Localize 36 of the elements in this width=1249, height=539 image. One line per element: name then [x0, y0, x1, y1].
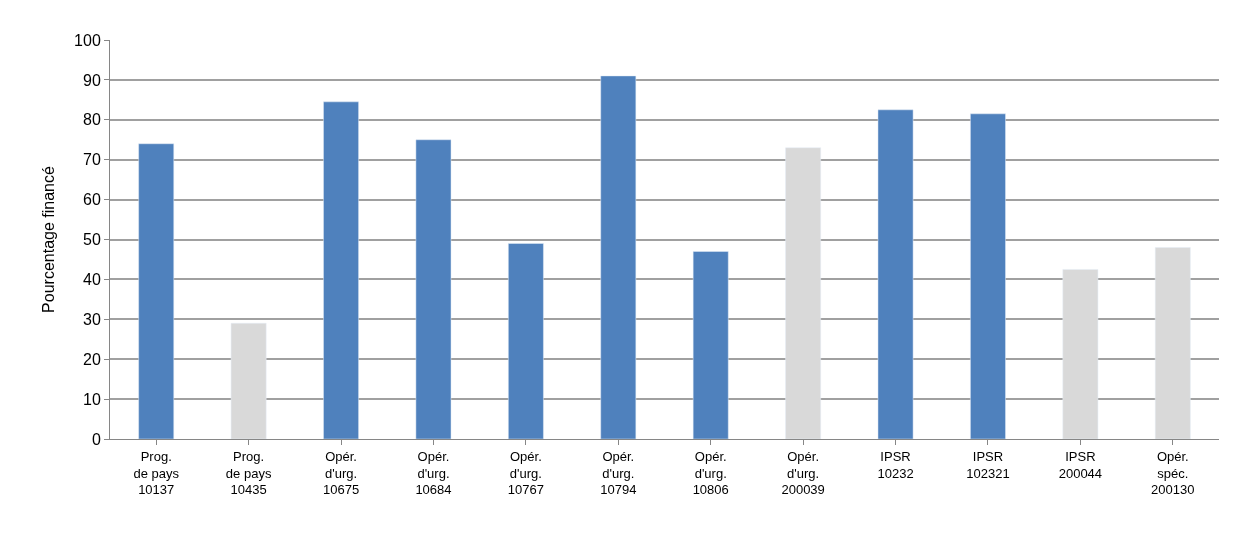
x-tick-label: Opér. spéc. 200130 [1151, 448, 1195, 498]
x-tick-label: Opér. d'urg. 10684 [415, 448, 452, 498]
bar [138, 143, 175, 439]
y-tick-label: 80 [83, 111, 101, 129]
bar [1062, 269, 1099, 439]
bar [785, 147, 821, 439]
bar [415, 139, 452, 439]
y-tick-label: 30 [83, 310, 101, 328]
y-tick-label: 60 [83, 191, 101, 209]
y-tick-label: 10 [83, 390, 101, 408]
x-tick-label: Opér. d'urg. 10806 [692, 448, 729, 498]
x-tick-label: Opér. d'urg. 10675 [322, 448, 360, 498]
x-tick-label: IPSR 200044 [1058, 448, 1103, 481]
x-tick-label: Prog. de pays 10137 [133, 448, 180, 498]
bar [877, 109, 914, 439]
x-tick-label: Opér. d'urg. 10767 [507, 448, 544, 498]
x-tick-label: Opér. d'urg. 200039 [781, 448, 825, 498]
y-tick-label: 70 [83, 151, 101, 169]
bar [970, 113, 1006, 439]
y-tick-label: 20 [83, 350, 101, 368]
y-tick-label: 50 [83, 231, 101, 249]
bar [692, 251, 729, 439]
bar [323, 101, 359, 439]
x-tick-label: IPSR 102321 [966, 448, 1010, 481]
y-tick-label: 40 [83, 271, 101, 288]
bar [600, 75, 637, 439]
bar [230, 323, 267, 439]
x-tick-label: IPSR 10232 [877, 448, 914, 481]
y-tick-label: 100 [74, 31, 101, 49]
y-axis-title: Pourcentage financé [40, 166, 57, 313]
y-tick-label: 0 [91, 430, 101, 448]
bar [508, 243, 544, 439]
bar [1154, 247, 1191, 439]
y-tick-label: 90 [83, 71, 101, 89]
x-tick-label: Opér. d'urg. 10794 [600, 448, 637, 498]
x-tick-label: Prog. de pays 10435 [225, 448, 272, 498]
